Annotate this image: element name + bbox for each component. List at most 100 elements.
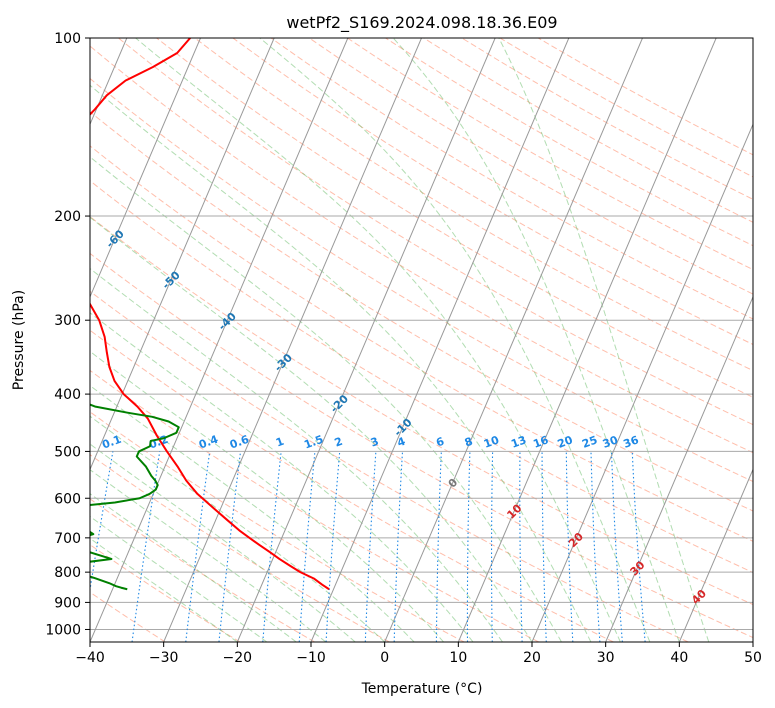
dry-adiabat (90, 180, 753, 574)
dry-adiabat (90, 591, 166, 642)
mixing-ratio-label: 16 (531, 433, 550, 451)
x-tick-label: −20 (223, 650, 253, 666)
dry-adiabat (232, 38, 753, 346)
x-tick-label: −30 (149, 650, 179, 666)
mixing-ratio-line (218, 451, 242, 642)
mixing-ratio-line (393, 451, 404, 642)
x-tick-label: 20 (523, 650, 541, 666)
isotherm-line (457, 38, 717, 642)
moist-adiabat (498, 38, 710, 642)
profiles (90, 38, 330, 591)
x-tick-label: 0 (380, 650, 389, 666)
mixing-ratio-label: 20 (556, 433, 575, 451)
x-tick-label: 30 (597, 650, 615, 666)
temperature-line (90, 38, 330, 591)
mixing-ratio-label: 2 (333, 435, 345, 450)
mixing-ratio-label: 3 (369, 435, 381, 450)
mixing-ratio-label: 13 (509, 433, 528, 450)
mixing-ratio-line (90, 451, 114, 594)
dry-adiabat (194, 38, 753, 372)
mixing-ratio-line (519, 451, 523, 642)
isotherm-line (605, 295, 753, 642)
dry-adiabat (461, 38, 753, 200)
mixing-ratio-label: 30 (601, 433, 620, 451)
dry-adiabat (90, 454, 390, 642)
mixing-ratio-line (364, 451, 377, 642)
dry-adiabat (537, 38, 753, 156)
dry-adiabat (90, 544, 241, 642)
dewpoint-line (90, 403, 180, 591)
moist-adiabat (259, 38, 651, 642)
isotherm-label: -30 (272, 351, 295, 374)
x-tick-label: −10 (296, 650, 326, 666)
chart-title: wetPf2_S169.2024.098.18.36.E09 (286, 13, 557, 33)
moist-adiabat (392, 38, 680, 642)
y-tick-label: 100 (54, 31, 81, 47)
isotherm-line (90, 38, 275, 471)
isotherm-label: 10 (504, 501, 524, 521)
moist-adiabat (90, 515, 268, 642)
isotherm-line (163, 38, 422, 642)
moist-adiabat (90, 84, 592, 642)
mixing-ratio-label: 6 (434, 435, 446, 450)
mixing-ratio-label: 4 (395, 435, 407, 450)
isotherm-line (310, 38, 570, 642)
isotherm-label: -40 (216, 310, 239, 333)
isotherm-label: 0 (446, 476, 461, 491)
y-tick-label: 600 (54, 491, 81, 507)
dry-adiabat (90, 290, 689, 642)
dry-adiabat (385, 38, 753, 247)
y-tick-label: 500 (54, 444, 81, 460)
moist-adiabat (90, 384, 415, 642)
moist-adiabat (90, 415, 386, 642)
y-tick-label: 800 (54, 565, 81, 581)
x-tick-label: 50 (744, 650, 762, 666)
isotherm-line (531, 123, 753, 642)
axis-ticks: −40 −30 −20 −10 0 10 20 30 40 5010020030040050060… (45, 31, 762, 666)
x-tick-label: 10 (449, 650, 467, 666)
moist-adiabat (90, 537, 238, 642)
mixing-ratio-label: 25 (580, 433, 599, 450)
dry-adiabat (90, 252, 753, 639)
moist-adiabat (90, 312, 474, 642)
dry-adiabat (90, 111, 753, 512)
mixing-ratio-line (185, 451, 211, 642)
moist-adiabat (90, 156, 562, 642)
dry-adiabat (90, 498, 315, 642)
isotherm-label: -80 (0, 145, 15, 168)
moist-adiabat (90, 469, 327, 642)
mixing-ratio-label: 1 (274, 435, 286, 450)
y-tick-label: 900 (54, 595, 81, 611)
dry-adiabat (90, 216, 753, 606)
dry-adiabat (90, 411, 465, 642)
mixing-ratio-label: 10 (482, 433, 501, 451)
y-tick-label: 1000 (45, 622, 81, 638)
dry-adiabat (118, 38, 753, 426)
dry-adiabat (308, 38, 753, 295)
mixing-ratio-label: 0.6 (228, 433, 251, 452)
x-tick-label: 40 (670, 650, 688, 666)
moist-adiabat (90, 350, 444, 642)
isotherm-label: -70 (47, 186, 70, 209)
dry-adiabat (90, 369, 540, 642)
dry-adiabat (90, 77, 753, 483)
mixing-ratio-line (590, 451, 601, 642)
isotherm-label: -10 (391, 416, 414, 439)
isotherm-line (90, 38, 349, 642)
mixing-ratio-label: 8 (463, 435, 475, 450)
dry-adiabat (270, 38, 753, 320)
isotherm-line (236, 38, 496, 642)
mixing-ratio-label: 0.1 (100, 433, 123, 452)
isotherm-line (90, 38, 201, 299)
y-axis-label: Pressure (hPa) (11, 290, 27, 390)
mixing-ratio-label: 1.5 (302, 433, 325, 452)
mixing-ratio-line (131, 451, 161, 642)
dry-adiabat (90, 329, 614, 642)
mixing-ratio-label: 0.4 (197, 433, 220, 452)
plot-frame (89, 37, 754, 643)
isotherm-label: -20 (328, 392, 351, 415)
mixing-ratio-line (466, 451, 471, 642)
dry-adiabat (90, 45, 753, 454)
dry-adiabat (90, 145, 753, 542)
